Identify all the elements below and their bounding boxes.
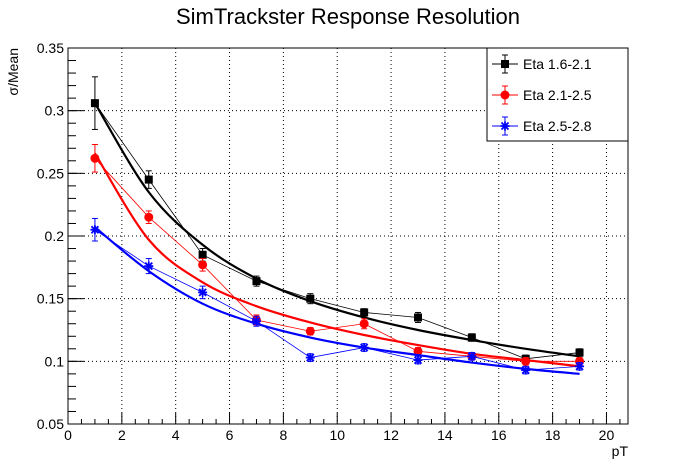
data-point	[90, 153, 100, 163]
axis-ticks	[67, 47, 621, 425]
data-point	[252, 277, 261, 286]
tick-labels: 0 2 4 6 8 10 12 14 16 18 20 0.05 0.1 0.15 0.2 0.25 0.3 0.…	[37, 40, 615, 443]
data-point	[144, 261, 154, 271]
fit-curve	[94, 226, 580, 375]
data-point	[251, 316, 261, 326]
series-layer	[90, 76, 585, 375]
series-line	[94, 158, 580, 362]
legend-entry: Eta 2.1-2.5	[492, 85, 592, 105]
legend-entry: Eta 1.6-2.1	[492, 54, 592, 74]
legend-label: Eta 2.5-2.8	[523, 118, 592, 134]
data-point	[413, 346, 423, 356]
data-point	[198, 260, 208, 270]
data-point	[198, 250, 207, 259]
x-tick-label: 20	[599, 427, 615, 443]
fit-curve	[93, 102, 580, 358]
y-tick-label: 0.25	[37, 165, 64, 181]
x-tick-label: 18	[545, 427, 561, 443]
y-tick-label: 0.1	[45, 353, 65, 369]
y-tick-label: 0.3	[45, 103, 65, 119]
x-axis-label: pT	[612, 443, 629, 459]
data-point	[413, 355, 423, 365]
data-point	[359, 319, 369, 329]
x-tick-label: 16	[491, 427, 507, 443]
y-tick-label: 0.15	[37, 291, 64, 307]
legend-label: Eta 1.6-2.1	[523, 56, 592, 72]
data-point	[305, 326, 315, 336]
legend: Eta 1.6-2.1 Eta 2.1-2.5 Eta 2.5-2.8	[486, 47, 629, 142]
data-point	[90, 99, 99, 108]
data-point	[198, 287, 208, 297]
data-point	[359, 343, 369, 353]
series-line	[94, 229, 580, 371]
data-point	[521, 365, 531, 375]
data-point	[521, 356, 531, 366]
legend-marker	[500, 90, 510, 100]
data-point	[575, 361, 585, 371]
data-point	[305, 353, 315, 363]
y-axis-label: σ/Mean	[5, 48, 21, 96]
x-tick-label: 8	[279, 427, 287, 443]
x-tick-label: 2	[118, 427, 126, 443]
x-tick-label: 14	[437, 427, 453, 443]
series-line	[94, 102, 580, 360]
data-point	[414, 313, 422, 322]
data-point	[90, 225, 100, 235]
legend-marker	[501, 60, 509, 68]
x-tick-label: 12	[383, 427, 399, 443]
legend-label: Eta 2.1-2.5	[523, 87, 592, 103]
y-tick-label: 0.2	[45, 228, 65, 244]
x-tick-label: 6	[226, 427, 234, 443]
data-point	[467, 351, 477, 361]
y-tick-label: 0.35	[37, 40, 64, 56]
data-point	[144, 175, 153, 184]
data-point	[360, 308, 369, 317]
legend-marker	[500, 121, 510, 131]
data-point	[467, 333, 476, 342]
x-tick-label: 0	[64, 427, 72, 443]
chart-title: SimTrackster Response Resolution	[176, 4, 520, 29]
fit-curve	[93, 152, 580, 368]
x-tick-label: 4	[172, 427, 180, 443]
data-point	[306, 294, 315, 303]
grid	[68, 48, 628, 424]
series-3	[90, 217, 585, 375]
data-point	[144, 212, 154, 222]
series-2	[90, 144, 585, 368]
x-tick-label: 10	[329, 427, 345, 443]
y-tick-label: 0.05	[37, 416, 64, 432]
legend-entry: Eta 2.5-2.8	[492, 116, 592, 136]
data-point	[575, 348, 584, 357]
